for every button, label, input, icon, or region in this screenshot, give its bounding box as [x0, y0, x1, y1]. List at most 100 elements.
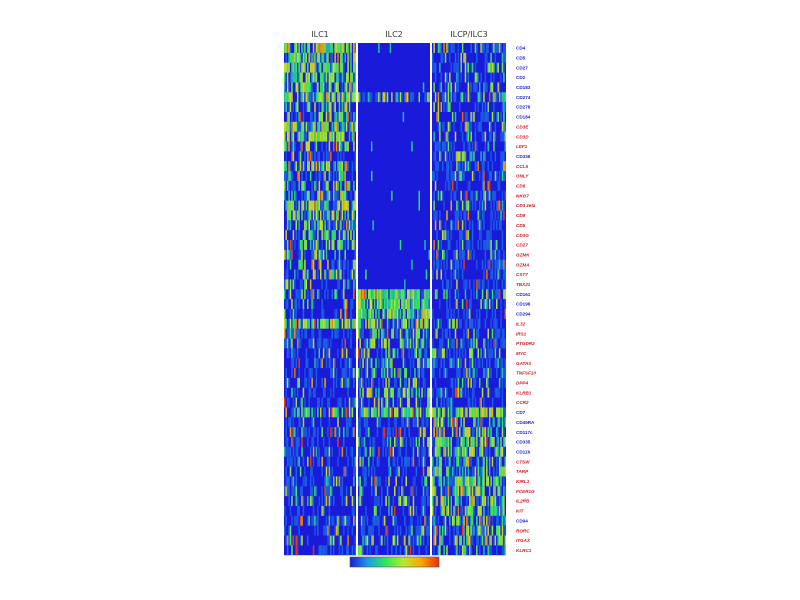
- heatmap-cell: [304, 190, 306, 201]
- heatmap-cell: [312, 259, 315, 270]
- heatmap-cell: [348, 515, 351, 526]
- row-label: CD6: [516, 184, 526, 189]
- heatmap-cell: [443, 407, 445, 418]
- heatmap-cell: [325, 466, 328, 477]
- heatmap-cell: [454, 62, 457, 73]
- heatmap-cell: [353, 505, 355, 516]
- heatmap-cell: [414, 299, 416, 309]
- heatmap-cell: [311, 338, 313, 349]
- heatmap-cell: [375, 476, 377, 487]
- heatmap-cell: [456, 240, 458, 250]
- heatmap-cell: [470, 407, 472, 418]
- heatmap-cell: [343, 269, 345, 280]
- heatmap-cell: [481, 535, 484, 546]
- heatmap-cell: [301, 437, 303, 447]
- row-label: CD184: [516, 115, 531, 120]
- heatmap-cell: [480, 446, 482, 457]
- heatmap-cell: [366, 348, 369, 359]
- heatmap-cell: [296, 437, 299, 447]
- heatmap-cell: [318, 446, 321, 457]
- heatmap-cell: [370, 318, 373, 329]
- heatmap-cell: [439, 141, 441, 152]
- heatmap-cell: [471, 496, 474, 506]
- heatmap-cell: [328, 397, 331, 408]
- heatmap-cell: [335, 180, 338, 191]
- heatmap-cell: [490, 240, 492, 250]
- heatmap-cell: [422, 299, 425, 309]
- heatmap-cell: [459, 407, 461, 418]
- heatmap-cell: [424, 515, 426, 526]
- heatmap-cell: [436, 141, 438, 152]
- heatmap-cell: [394, 486, 396, 497]
- heatmap-cell: [353, 52, 355, 63]
- heatmap-cell: [422, 407, 425, 418]
- heatmap-cell: [450, 279, 452, 290]
- heatmap-cell: [428, 308, 431, 319]
- heatmap-cell: [381, 348, 383, 359]
- heatmap-cell: [381, 486, 383, 497]
- heatmap-cell: [370, 368, 373, 378]
- heatmap-cell: [459, 171, 461, 181]
- heatmap-cell: [289, 446, 292, 457]
- heatmap-cell: [327, 52, 329, 63]
- heatmap-cell: [500, 308, 502, 319]
- heatmap-cell: [459, 318, 461, 329]
- heatmap-cell: [353, 62, 355, 73]
- heatmap-cell: [307, 72, 309, 83]
- heatmap-cell: [320, 171, 322, 181]
- heatmap-cell: [314, 72, 316, 83]
- heatmap-cell: [382, 338, 384, 349]
- heatmap-cell: [451, 407, 454, 418]
- heatmap-cell: [370, 387, 373, 398]
- heatmap-cell: [498, 269, 501, 280]
- heatmap-cell: [497, 446, 499, 457]
- heatmap-cell: [376, 427, 379, 438]
- heatmap-cell: [315, 358, 318, 369]
- heatmap-cell: [325, 279, 328, 290]
- heatmap-cell: [314, 525, 316, 536]
- heatmap-cell: [417, 535, 419, 546]
- heatmap-cell: [386, 407, 389, 418]
- heatmap-cell: [351, 456, 354, 467]
- heatmap-cell: [363, 299, 366, 309]
- heatmap-cell: [454, 545, 457, 556]
- heatmap-cell: [292, 328, 295, 339]
- heatmap-cell: [386, 486, 389, 497]
- heatmap-cell: [424, 308, 426, 319]
- heatmap-cell: [358, 476, 360, 487]
- heatmap-cell: [409, 328, 412, 339]
- heatmap-cell: [493, 190, 495, 201]
- heatmap-cell: [421, 308, 423, 319]
- heatmap-cell: [385, 377, 387, 388]
- heatmap-cell: [481, 210, 484, 221]
- heatmap-cell: [461, 92, 464, 103]
- heatmap-cell: [305, 72, 308, 83]
- heatmap-cell: [362, 318, 364, 329]
- heatmap-cell: [343, 368, 345, 378]
- heatmap-cell: [440, 318, 443, 329]
- heatmap-cell: [327, 446, 329, 457]
- heatmap-cell: [436, 171, 438, 181]
- heatmap-cell: [498, 43, 501, 53]
- heatmap-cell: [362, 377, 364, 388]
- heatmap-cell: [467, 210, 470, 221]
- heatmap-cell: [344, 496, 346, 506]
- heatmap-cell: [383, 308, 386, 319]
- heatmap-cell: [308, 102, 310, 112]
- heatmap-cell: [490, 82, 492, 93]
- heatmap-cell: [466, 456, 468, 467]
- heatmap-cell: [439, 151, 441, 162]
- heatmap-cell: [451, 111, 454, 122]
- heatmap-cell: [318, 92, 321, 103]
- heatmap-cell: [478, 220, 481, 231]
- heatmap-cell: [498, 486, 501, 497]
- heatmap-cell: [418, 535, 420, 546]
- heatmap-cell: [312, 190, 315, 201]
- heatmap-cell: [362, 437, 364, 447]
- heatmap-cell: [378, 308, 380, 319]
- heatmap-cell: [487, 328, 489, 339]
- heatmap-cell: [461, 220, 464, 231]
- heatmap-cell: [299, 289, 302, 300]
- heatmap-cell: [386, 308, 389, 319]
